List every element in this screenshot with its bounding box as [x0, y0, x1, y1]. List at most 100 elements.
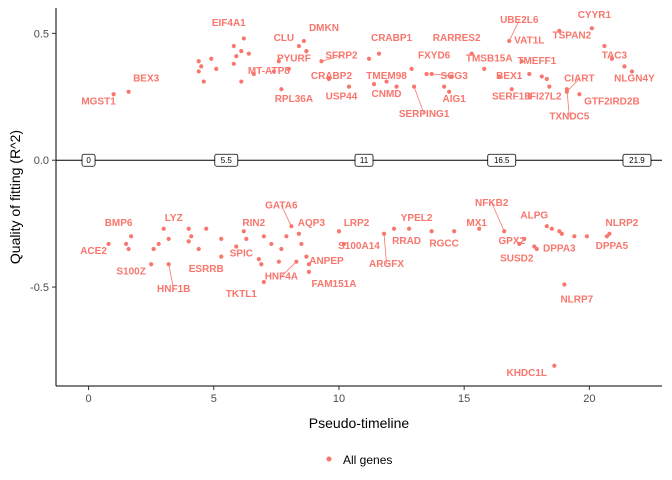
gene-label: USP44 — [326, 91, 358, 102]
data-point — [469, 51, 474, 56]
gene-label: NLGN4Y — [614, 74, 655, 85]
gene-label: RGCC — [429, 238, 458, 249]
data-point — [244, 236, 249, 241]
gene-label: BMP6 — [105, 218, 133, 229]
data-point — [394, 84, 399, 89]
data-point — [384, 79, 389, 84]
data-point — [577, 92, 582, 97]
data-point — [534, 246, 539, 252]
data-point — [552, 363, 557, 368]
data-point — [607, 231, 612, 236]
data-point — [279, 246, 284, 252]
data-point — [234, 244, 239, 249]
gene-label: BEX3 — [133, 74, 160, 85]
legend-key — [326, 456, 332, 462]
data-point — [231, 61, 236, 66]
data-point — [231, 43, 236, 49]
data-point — [507, 38, 512, 44]
label-connector — [168, 264, 175, 290]
data-point — [286, 66, 291, 71]
data-point — [296, 43, 302, 49]
gene-label: MGST1 — [81, 96, 116, 107]
data-point — [429, 71, 434, 77]
gene-label: MX1 — [466, 218, 487, 229]
x-tick-label: 15 — [458, 393, 470, 405]
data-point — [279, 87, 284, 92]
gene-label: ESRRB — [189, 264, 224, 275]
data-point — [219, 236, 224, 241]
label-connector — [491, 202, 505, 232]
data-point — [609, 56, 615, 61]
data-point — [276, 259, 281, 264]
gene-label: ALPG — [520, 211, 548, 222]
gene-label: GTF2IRD2B — [584, 96, 640, 107]
label-connector — [281, 205, 292, 227]
data-point — [346, 84, 352, 89]
data-point — [326, 76, 332, 82]
x-tick-label: 20 — [583, 393, 595, 405]
gene-label: SPIC — [230, 249, 253, 260]
data-point — [447, 89, 452, 94]
y-tick-label: 0.5 — [34, 28, 49, 40]
gene-label: LYZ — [165, 213, 183, 224]
data-point — [602, 43, 607, 49]
data-point — [239, 49, 244, 54]
data-point — [259, 262, 264, 267]
gene-label: TMEFF1 — [517, 56, 556, 67]
gene-label: IFI27L2 — [527, 91, 562, 102]
data-point — [544, 76, 549, 82]
data-point — [166, 236, 171, 241]
data-point — [411, 84, 417, 89]
timeline-marker-label: 0 — [86, 156, 91, 165]
data-point — [562, 282, 567, 287]
gene-label: HNF1B — [157, 284, 190, 295]
gene-label: CRABP2 — [311, 71, 353, 82]
gene-label: RIN2 — [242, 218, 265, 229]
gene-label: TMEM98 — [366, 71, 407, 82]
data-point — [234, 54, 239, 59]
gene-label: SERPING1 — [399, 109, 450, 120]
data-point — [269, 241, 274, 247]
data-point — [477, 226, 482, 231]
data-point — [452, 229, 457, 234]
data-point — [106, 241, 111, 247]
gene-label: S100A14 — [338, 241, 380, 252]
gene-label: VAT1L — [514, 36, 544, 47]
timeline-marker-box — [622, 153, 652, 167]
data-point — [557, 28, 562, 33]
data-point — [251, 71, 256, 77]
gene-label: AIG1 — [442, 94, 466, 105]
gene-label: RARRES2 — [433, 33, 481, 44]
data-point — [381, 231, 387, 236]
gene-label: LRP2 — [344, 218, 370, 229]
data-point — [572, 234, 577, 239]
data-point — [126, 246, 131, 252]
data-point — [341, 241, 347, 247]
gene-label: KHDC1L — [506, 368, 547, 379]
gene-label: AQP3 — [298, 218, 326, 229]
data-point — [301, 38, 307, 44]
data-point — [522, 236, 527, 241]
data-point — [442, 84, 447, 89]
data-point — [589, 26, 594, 31]
data-point — [544, 224, 549, 229]
data-point — [497, 74, 502, 79]
label-connector — [413, 86, 425, 115]
gene-label: TSPAN2 — [552, 30, 591, 41]
data-point — [111, 92, 116, 97]
data-point — [239, 79, 244, 84]
y-axis-title: Quality of fitting (R^2) — [7, 130, 23, 264]
gene-label: ACE2 — [80, 246, 107, 257]
gene-label: RRAD — [392, 236, 421, 247]
gene-label: YPEL2 — [401, 213, 433, 224]
gene-label: PYURF — [277, 53, 311, 64]
data-point — [519, 59, 524, 64]
gene-label: ANPEP — [309, 256, 344, 267]
timeline-marker-box — [214, 153, 239, 167]
y-tick-label: -0.5 — [30, 282, 49, 294]
data-point — [527, 71, 532, 77]
timeline-marker-label: 11 — [360, 156, 369, 165]
data-point — [559, 231, 564, 236]
